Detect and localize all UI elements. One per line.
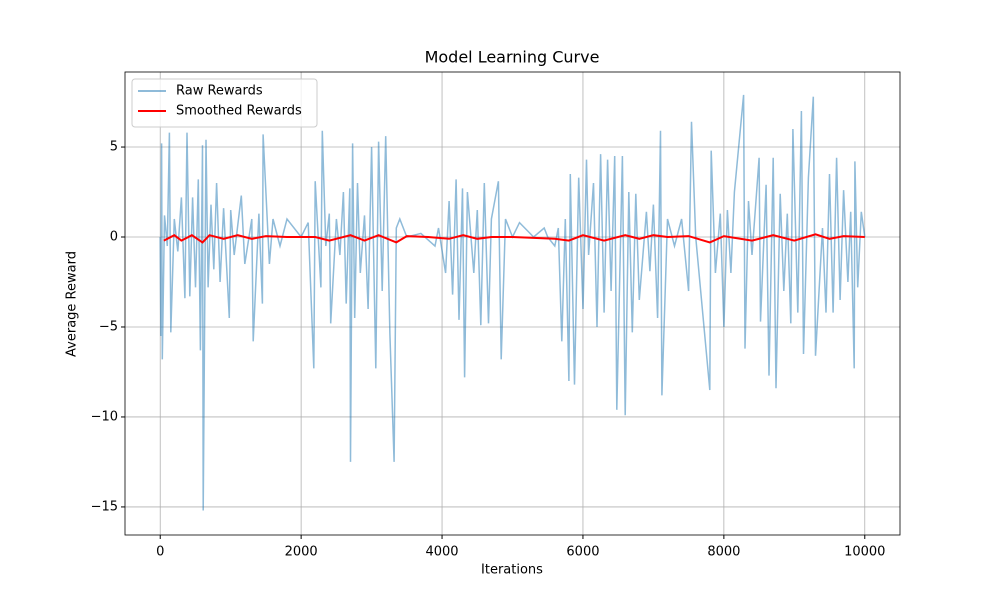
- y-tick-label: −5: [99, 319, 118, 334]
- x-tick-label: 4000: [425, 545, 458, 560]
- legend-label: Smoothed Rewards: [176, 104, 302, 119]
- legend-box: [131, 78, 318, 128]
- series-line: [163, 233, 865, 244]
- x-axis-label: Iterations: [481, 563, 543, 578]
- chart-title: Model Learning Curve: [425, 48, 600, 67]
- y-tick-label: 5: [110, 140, 118, 155]
- x-tick-label: 8000: [707, 545, 740, 560]
- x-tick-label: 10000: [844, 545, 885, 560]
- y-tick-label: 0: [110, 230, 118, 245]
- y-tick-label: −10: [91, 409, 118, 424]
- y-axis-label: Average Reward: [65, 251, 80, 357]
- x-tick-label: 6000: [566, 545, 599, 560]
- x-tick-label: 0: [156, 545, 164, 560]
- legend-label: Raw Rewards: [176, 84, 263, 99]
- series-line: [159, 94, 866, 511]
- y-tick-label: −15: [91, 499, 118, 514]
- x-tick-label: 2000: [285, 545, 318, 560]
- plot-frame: [124, 71, 901, 536]
